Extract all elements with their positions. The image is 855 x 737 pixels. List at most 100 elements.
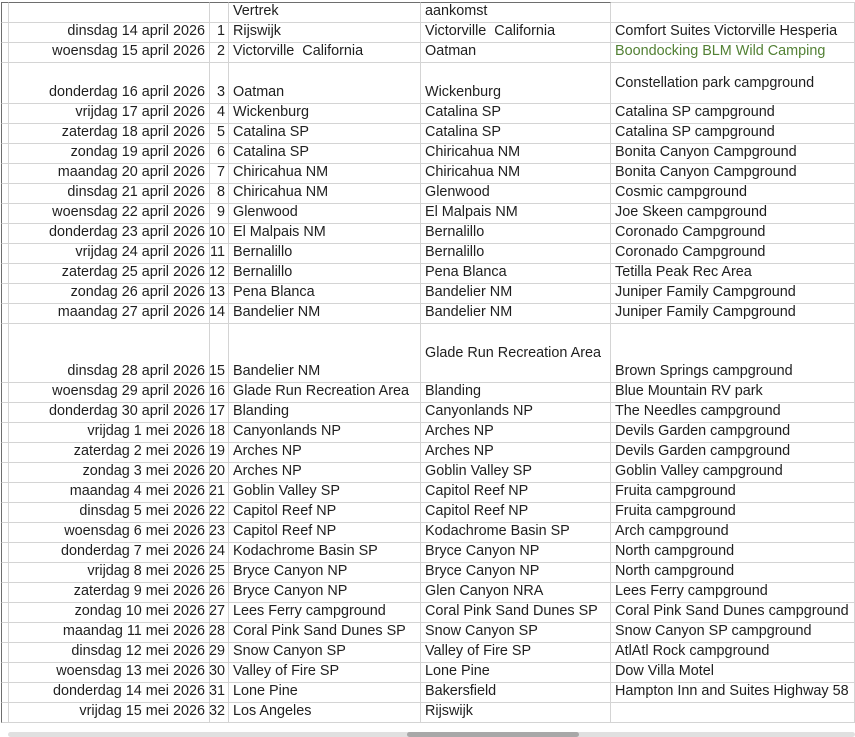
cell-date[interactable]: donderdag 16 april 2026 [9,63,210,104]
cell-date[interactable]: dinsdag 21 april 2026 [9,184,210,204]
cell-spacer[interactable] [1,383,9,403]
cell-accommodation[interactable]: Catalina SP campground [611,104,855,124]
cell-accommodation[interactable]: Devils Garden campground [611,443,855,463]
cell-date[interactable]: donderdag 14 mei 2026 [9,683,210,703]
cell-date[interactable]: maandag 20 april 2026 [9,164,210,184]
cell-vertrek[interactable]: Snow Canyon SP [229,643,421,663]
cell-date[interactable]: woensdag 15 april 2026 [9,43,210,63]
cell-spacer[interactable] [1,304,9,324]
cell-date[interactable]: maandag 27 april 2026 [9,304,210,324]
cell-aankomst[interactable]: Glade Run Recreation Area [421,324,611,383]
cell-accommodation[interactable]: Comfort Suites Victorville Hesperia [611,23,855,43]
cell-aankomst[interactable]: Bakersfield [421,683,611,703]
cell-accommodation[interactable]: Goblin Valley campground [611,463,855,483]
cell-spacer[interactable] [1,164,9,184]
cell-date[interactable]: vrijdag 24 april 2026 [9,244,210,264]
cell-vertrek[interactable]: Capitol Reef NP [229,523,421,543]
cell-date[interactable]: zondag 19 april 2026 [9,144,210,164]
cell-accommodation[interactable]: Fruita campground [611,483,855,503]
cell-spacer[interactable] [1,503,9,523]
cell-vertrek[interactable]: Wickenburg [229,104,421,124]
cell-date[interactable]: woensdag 29 april 2026 [9,383,210,403]
cell-accommodation[interactable]: Bonita Canyon Campground [611,164,855,184]
cell-vertrek[interactable]: Canyonlands NP [229,423,421,443]
cell-accommodation[interactable]: Blue Mountain RV park [611,383,855,403]
cell-spacer[interactable] [1,543,9,563]
cell-date[interactable]: donderdag 23 april 2026 [9,224,210,244]
cell-day-number[interactable]: 28 [209,623,229,643]
cell-date[interactable]: maandag 4 mei 2026 [9,483,210,503]
cell-aankomst[interactable]: Catalina SP [421,104,611,124]
cell-accommodation[interactable]: Brown Springs campground [611,324,855,383]
cell-accommodation[interactable]: AtlAtl Rock campground [611,643,855,663]
cell-spacer[interactable] [1,443,9,463]
cell-vertrek[interactable]: Oatman [229,63,421,104]
cell-accommodation[interactable]: Lees Ferry campground [611,583,855,603]
cell-day-number[interactable]: 10 [209,224,229,244]
cell-vertrek[interactable]: Arches NP [229,443,421,463]
cell-date[interactable]: zaterdag 25 april 2026 [9,264,210,284]
cell-vertrek[interactable]: Glenwood [229,204,421,224]
cell-day-number[interactable]: 1 [210,23,229,43]
cell-accommodation[interactable]: Juniper Family Campground [611,304,855,324]
cell-vertrek[interactable]: Capitol Reef NP [229,503,421,523]
cell-date[interactable]: donderdag 30 april 2026 [9,403,210,423]
cell-vertrek[interactable]: Bryce Canyon NP [229,583,421,603]
cell-vertrek[interactable]: Chiricahua NM [229,184,421,204]
stay-header-cell[interactable] [611,2,855,23]
cell-aankomst[interactable]: Catalina SP [421,124,611,144]
cell-vertrek[interactable]: Lees Ferry campground [229,603,421,623]
cell-day-number[interactable]: 5 [210,124,229,144]
cell-spacer[interactable] [1,623,9,643]
cell-aankomst[interactable]: Wickenburg [421,63,611,104]
cell-aankomst[interactable]: El Malpais NM [421,204,611,224]
cell-day-number[interactable]: 26 [209,583,229,603]
cell-aankomst[interactable]: Capitol Reef NP [421,503,611,523]
cell-spacer[interactable] [1,244,9,264]
cell-accommodation[interactable]: Juniper Family Campground [611,284,855,304]
cell-date[interactable]: woensdag 13 mei 2026 [9,663,210,683]
cell-vertrek[interactable]: Bryce Canyon NP [229,563,421,583]
cell-spacer[interactable] [1,563,9,583]
cell-vertrek[interactable]: Glade Run Recreation Area [229,383,421,403]
cell-aankomst[interactable]: Kodachrome Basin SP [421,523,611,543]
cell-aankomst[interactable]: Coral Pink Sand Dunes SP [421,603,611,623]
cell-accommodation[interactable]: Snow Canyon SP campground [611,623,855,643]
cell-accommodation[interactable]: Arch campground [611,523,855,543]
cell-day-number[interactable]: 3 [210,63,229,104]
cell-vertrek[interactable]: Arches NP [229,463,421,483]
cell-vertrek[interactable]: Catalina SP [229,124,421,144]
cell-spacer[interactable] [1,43,9,63]
cell-date[interactable]: vrijdag 1 mei 2026 [9,423,210,443]
cell-vertrek[interactable]: Pena Blanca [229,284,421,304]
cell-aankomst[interactable]: Bryce Canyon NP [421,563,611,583]
cell-aankomst[interactable]: Glenwood [421,184,611,204]
cell-spacer[interactable] [1,264,9,284]
cell-spacer[interactable] [1,204,9,224]
cell-accommodation[interactable]: North campground [611,563,855,583]
cell-day-number[interactable]: 23 [209,523,229,543]
cell-accommodation[interactable]: Boondocking BLM Wild Camping [611,43,855,63]
cell-day-number[interactable]: 2 [210,43,229,63]
cell-accommodation[interactable]: Cosmic campground [611,184,855,204]
cell-vertrek[interactable]: Los Angeles [229,703,421,723]
cell-day-number[interactable]: 27 [209,603,229,623]
cell-spacer[interactable] [1,603,9,623]
cell-spacer[interactable] [1,703,9,723]
cell-day-number[interactable]: 11 [210,244,229,264]
cell-spacer[interactable] [1,523,9,543]
cell-day-number[interactable]: 9 [210,204,229,224]
cell-day-number[interactable]: 14 [209,304,229,324]
cell-vertrek[interactable]: Catalina SP [229,144,421,164]
cell-date[interactable]: zondag 3 mei 2026 [9,463,210,483]
cell-date[interactable]: woensdag 6 mei 2026 [9,523,210,543]
cell-spacer[interactable] [1,23,9,43]
cell-vertrek[interactable]: Bernalillo [229,264,421,284]
cell-spacer[interactable] [1,63,9,104]
cell-date[interactable]: vrijdag 8 mei 2026 [9,563,210,583]
cell-aankomst[interactable]: Snow Canyon SP [421,623,611,643]
cell-aankomst[interactable]: Bernalillo [421,224,611,244]
cell-aankomst[interactable]: Blanding [421,383,611,403]
cell-day-number[interactable]: 19 [209,443,229,463]
cell-aankomst[interactable]: Rijswijk [421,703,611,723]
